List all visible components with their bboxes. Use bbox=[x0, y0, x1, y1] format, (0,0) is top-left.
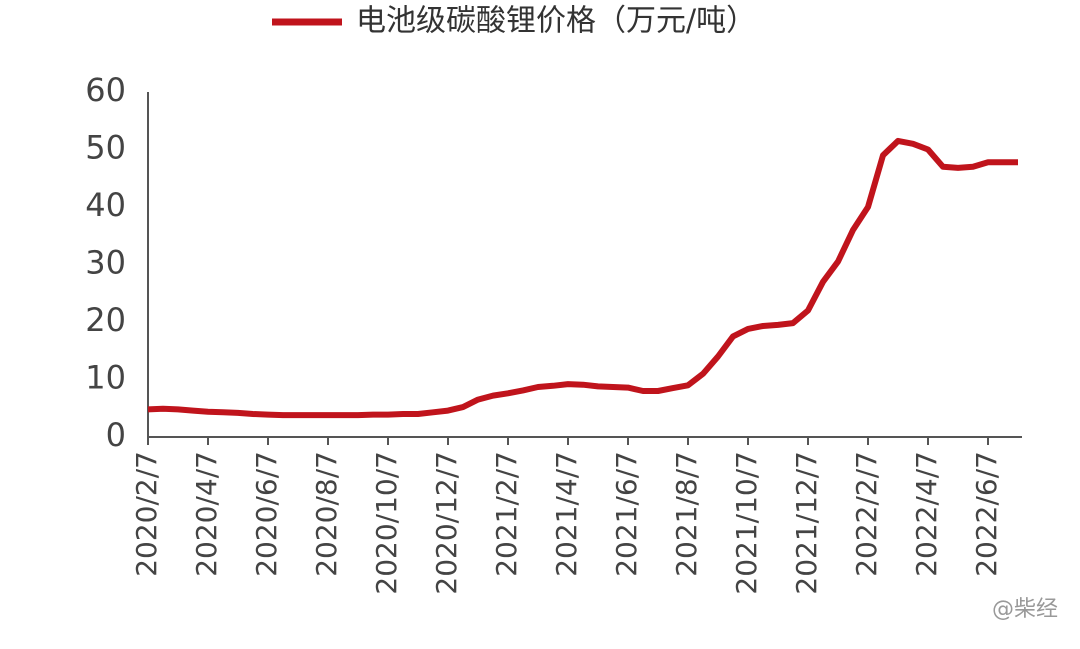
x-tick-label: 2021/12/7 bbox=[790, 451, 823, 595]
x-tick-label: 2021/10/7 bbox=[730, 451, 763, 595]
x-tick-label: 2020/6/7 bbox=[250, 451, 283, 577]
x-tick-label: 2021/8/7 bbox=[670, 451, 703, 577]
y-tick-label: 30 bbox=[85, 244, 126, 282]
y-tick-label: 50 bbox=[85, 129, 126, 167]
x-tick-label: 2020/8/7 bbox=[310, 451, 343, 577]
x-tick-label: 2021/4/7 bbox=[550, 451, 583, 577]
x-tick-label: 2020/2/7 bbox=[130, 451, 163, 577]
x-tick-label: 2021/6/7 bbox=[610, 451, 643, 577]
y-tick-label: 60 bbox=[85, 71, 126, 109]
x-tick-label: 2020/10/7 bbox=[370, 451, 403, 595]
x-tick-label: 2022/4/7 bbox=[910, 451, 943, 577]
x-tick-label: 2020/12/7 bbox=[430, 451, 463, 595]
y-tick-label: 0 bbox=[106, 416, 126, 454]
x-tick-label: 2022/2/7 bbox=[850, 451, 883, 577]
x-tick-label: 2020/4/7 bbox=[190, 451, 223, 577]
watermark: @柴经 bbox=[992, 597, 1058, 622]
x-tick-label: 2022/6/7 bbox=[970, 451, 1003, 577]
legend-label: 电池级碳酸锂价格（万元/吨） bbox=[356, 4, 756, 39]
y-tick-label: 10 bbox=[85, 359, 126, 397]
y-tick-label: 20 bbox=[85, 301, 126, 339]
y-tick-label: 40 bbox=[85, 186, 126, 224]
x-tick-label: 2021/2/7 bbox=[490, 451, 523, 577]
data-line bbox=[147, 137, 1018, 419]
